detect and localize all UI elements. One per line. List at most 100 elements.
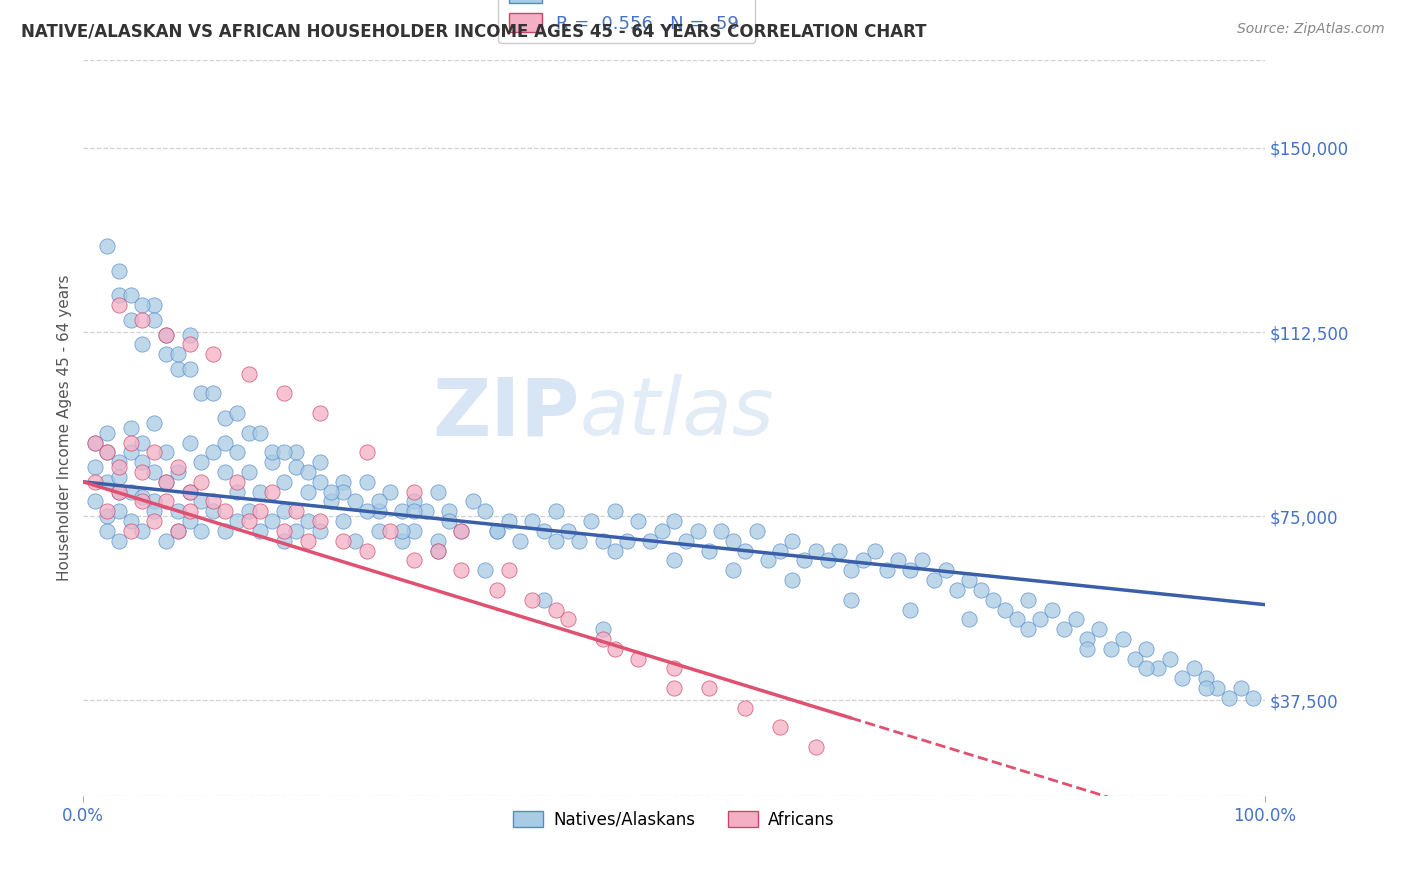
Point [662,681,685,695]
Point [533,524,555,538]
Point [107,470,129,484]
Point [627,651,650,665]
Point [887,553,910,567]
Point [922,573,945,587]
Point [651,524,673,538]
Point [1123,651,1146,665]
Point [225,484,247,499]
Point [769,720,792,734]
Point [96,239,118,253]
Point [166,504,188,518]
Legend: Natives/Alaskans, Africans: Natives/Alaskans, Africans [506,805,842,836]
Point [131,455,153,469]
Point [1241,690,1264,705]
Point [356,543,378,558]
Point [1206,681,1229,695]
Point [131,465,153,479]
Point [107,455,129,469]
Point [179,337,201,351]
Point [297,533,319,548]
Point [238,514,260,528]
Point [131,435,153,450]
Point [946,582,969,597]
Point [249,425,271,440]
Point [202,494,225,508]
Point [308,524,330,538]
Point [1230,681,1253,695]
Point [402,553,425,567]
Point [686,524,709,538]
Point [1064,612,1087,626]
Point [450,524,472,538]
Point [249,484,271,499]
Point [627,514,650,528]
Point [415,504,437,518]
Point [391,533,413,548]
Point [426,484,449,499]
Point [474,504,496,518]
Point [131,490,153,504]
Point [273,504,295,518]
Point [190,494,212,508]
Point [273,524,295,538]
Point [202,347,225,361]
Point [981,592,1004,607]
Point [1112,632,1135,646]
Point [699,681,721,695]
Point [793,553,815,567]
Point [179,362,201,376]
Point [356,445,378,459]
Point [214,524,236,538]
Point [1171,671,1194,685]
Point [509,533,531,548]
Point [131,494,153,508]
Point [356,504,378,518]
Point [249,524,271,538]
Point [828,543,851,558]
Point [734,700,756,714]
Point [179,435,201,450]
Point [1017,622,1039,636]
Text: Source: ZipAtlas.com: Source: ZipAtlas.com [1237,22,1385,37]
Point [308,475,330,489]
Point [249,504,271,518]
Point [238,504,260,518]
Point [367,524,389,538]
Point [1147,661,1170,675]
Point [498,563,520,577]
Point [96,445,118,459]
Point [970,582,993,597]
Point [143,416,166,430]
Point [485,524,508,538]
Point [876,563,898,577]
Point [84,494,107,508]
Point [568,533,591,548]
Point [166,465,188,479]
Point [166,460,188,475]
Point [640,533,662,548]
Point [734,543,756,558]
Point [603,641,626,656]
Point [96,524,118,538]
Point [238,367,260,381]
Point [391,504,413,518]
Point [1159,651,1181,665]
Point [804,543,827,558]
Point [273,475,295,489]
Point [120,524,142,538]
Point [143,298,166,312]
Point [498,514,520,528]
Point [284,504,307,518]
Point [839,563,862,577]
Point [581,514,603,528]
Point [474,563,496,577]
Point [817,553,839,567]
Point [356,475,378,489]
Point [131,313,153,327]
Point [439,514,461,528]
Point [485,582,508,597]
Point [402,504,425,518]
Point [721,533,744,548]
Point [238,465,260,479]
Point [957,612,980,626]
